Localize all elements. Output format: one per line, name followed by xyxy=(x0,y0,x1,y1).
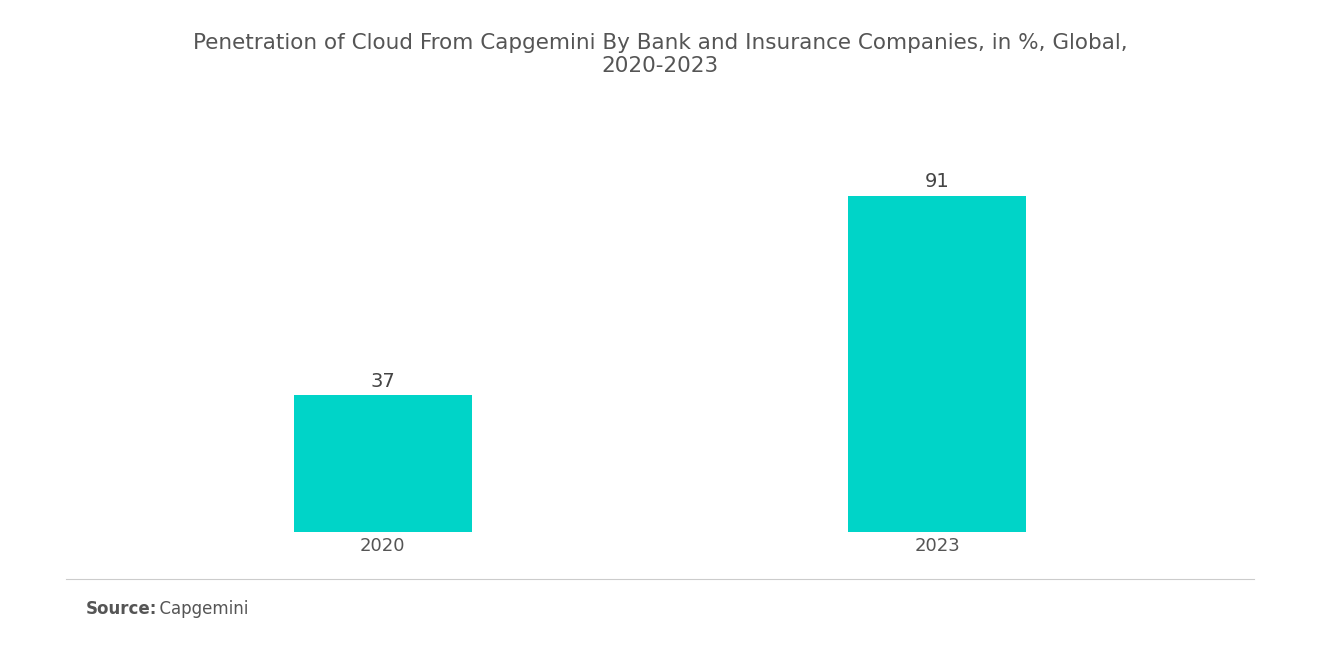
Bar xyxy=(849,196,1026,532)
Bar xyxy=(294,395,471,532)
Text: 37: 37 xyxy=(371,372,395,391)
Text: 91: 91 xyxy=(925,172,949,192)
Text: Penetration of Cloud From Capgemini By Bank and Insurance Companies, in %, Globa: Penetration of Cloud From Capgemini By B… xyxy=(193,33,1127,76)
Text: Source:: Source: xyxy=(86,600,157,618)
Text: Capgemini: Capgemini xyxy=(149,600,248,618)
